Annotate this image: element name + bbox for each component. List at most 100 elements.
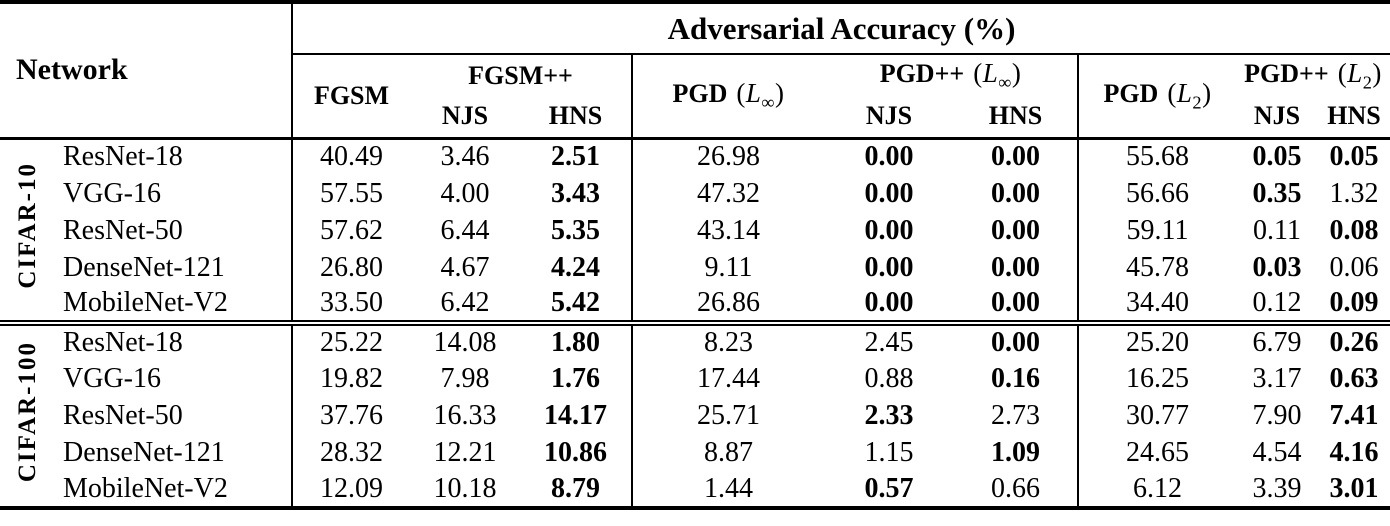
value-cell: 0.00 — [864, 251, 914, 283]
table-row: VGG-16 57.55 4.00 3.43 47.32 0.00 0.00 56.66 0.3… — [0, 175, 1390, 212]
network-cell: MobileNet-V2 — [63, 472, 228, 504]
network-column-header: Network — [16, 53, 128, 87]
value-cell: 0.00 — [864, 177, 914, 209]
value-cell: 0.05 — [1252, 141, 1302, 173]
value-cell: 47.32 — [631, 175, 825, 212]
value-cell: 0.00 — [991, 251, 1041, 283]
value-cell: 0.00 — [864, 214, 914, 246]
value-cell: 14.08 — [410, 320, 521, 360]
value-cell: 2.45 — [824, 320, 955, 360]
value-cell: 10.86 — [544, 436, 608, 468]
col-header-pgdpp-l2: PGD++ (L2) — [1236, 54, 1390, 96]
dataset-label-cell: CIFAR-10 — [0, 138, 55, 323]
value-cell: 12.21 — [433, 436, 497, 468]
col-header-pgdpp-linf: PGD++ (L∞) — [824, 54, 1078, 96]
value-cell: 10.18 — [433, 472, 497, 504]
value-cell: 1.32 — [1329, 177, 1379, 209]
title-row: Network Adversarial Accuracy (%) — [0, 2, 1390, 86]
table-row: ResNet-50 37.76 16.33 14.17 25.71 2.33 2.73 30.… — [0, 397, 1390, 434]
col-header-hns: HNS — [988, 101, 1043, 131]
value-cell: 0.00 — [864, 287, 914, 318]
value-cell: 26.98 — [631, 138, 825, 175]
column-group-row: FGSM FGSM++ PGD (L∞) PGD++ (L∞) PGD (L2) PG… — [0, 54, 1390, 138]
value-cell: 0.00 — [991, 287, 1041, 318]
value-cell: 3.01 — [1329, 472, 1379, 504]
value-cell: 19.82 — [291, 360, 411, 397]
value-cell: 40.49 — [291, 138, 411, 175]
table-row: CIFAR-100 ResNet-18 25.22 14.08 1.80 8.23 2.45… — [0, 320, 1390, 508]
table-row: MobileNet-V2 12.09 10.18 8.79 1.44 0.57 0.66 6.… — [0, 471, 1390, 508]
value-cell: 1.15 — [864, 436, 914, 468]
network-cell: DenseNet-121 — [63, 436, 225, 468]
value-cell: 0.09 — [1329, 287, 1379, 318]
table-row: DenseNet-121 28.32 12.21 10.86 8.87 1.15 1.09 2… — [0, 434, 1390, 471]
value-cell: 6.42 — [440, 287, 490, 318]
value-cell: 0.11 — [1253, 214, 1301, 246]
network-cell: VGG-16 — [63, 177, 161, 209]
table-row: CIFAR-10 ResNet-18 40.49 3.46 2.51 26.98 0.00 0… — [0, 138, 1390, 289]
col-header-fgsmpp-label: FGSM++ — [468, 60, 573, 90]
value-cell: 1.44 — [631, 471, 825, 508]
math-linf: (L∞) — [736, 78, 785, 113]
network-cell: ResNet-18 — [55, 320, 293, 360]
value-cell: 26.80 — [291, 249, 411, 286]
value-cell: 3.39 — [1252, 472, 1302, 504]
value-cell: 7.41 — [1329, 399, 1379, 431]
value-cell: 7.90 — [1252, 399, 1302, 431]
value-cell: 6.12 — [1077, 471, 1237, 508]
value-cell: 0.00 — [991, 177, 1041, 209]
value-cell: 16.33 — [433, 399, 497, 431]
value-cell: 0.12 — [1252, 287, 1302, 318]
value-cell: 0.00 — [954, 320, 1079, 360]
value-cell: 57.62 — [291, 212, 411, 249]
value-cell: 17.44 — [631, 360, 825, 397]
value-cell: 33.50 — [291, 286, 411, 323]
value-cell: 1.80 — [520, 320, 633, 360]
network-cell: VGG-16 — [63, 362, 161, 394]
value-cell: 24.65 — [1077, 434, 1237, 471]
col-header-njs: NJS — [1253, 101, 1301, 131]
value-cell: 55.68 — [1077, 138, 1237, 175]
math-linf: (L∞) — [973, 57, 1022, 93]
value-cell: 26.86 — [631, 286, 825, 323]
value-cell: 0.06 — [1329, 251, 1379, 283]
value-cell: 25.22 — [291, 320, 411, 360]
value-cell: 0.63 — [1329, 362, 1379, 394]
network-cell: DenseNet-121 — [63, 251, 225, 283]
col-header-fgsm: FGSM — [291, 54, 411, 138]
table-body: CIFAR-10 ResNet-18 40.49 3.46 2.51 26.98 0.00 0… — [0, 138, 1390, 508]
value-cell: 5.35 — [551, 214, 601, 246]
value-cell: 2.51 — [551, 141, 601, 173]
table-title: Adversarial Accuracy (%) — [291, 2, 1390, 55]
value-cell: 34.40 — [1077, 286, 1237, 323]
value-cell: 4.54 — [1252, 436, 1302, 468]
col-header-hns: HNS — [1327, 101, 1381, 131]
value-cell: 0.57 — [864, 472, 914, 504]
value-cell: 0.05 — [1329, 141, 1379, 173]
value-cell: 0.35 — [1252, 177, 1302, 209]
value-cell: 4.16 — [1329, 436, 1379, 468]
value-cell: 0.26 — [1318, 320, 1390, 360]
dataset-label-cell: CIFAR-100 — [0, 320, 55, 508]
value-cell: 28.32 — [291, 434, 411, 471]
value-cell: 0.66 — [991, 472, 1041, 504]
dataset-label: CIFAR-10 — [14, 162, 41, 290]
value-cell: 3.43 — [551, 177, 601, 209]
col-header-njs: NJS — [865, 101, 913, 131]
col-header-pgd-linf: PGD (L∞) — [631, 54, 825, 138]
table-row: VGG-16 19.82 7.98 1.76 17.44 0.88 0.16 16.25 3.1… — [0, 360, 1390, 397]
value-cell: 59.11 — [1077, 212, 1237, 249]
value-cell: 8.79 — [551, 472, 601, 504]
col-header-hns: HNS — [548, 101, 603, 131]
value-cell: 5.42 — [551, 287, 601, 318]
math-l2: (L2) — [1167, 78, 1212, 113]
col-header-pgd-l2-label: PGD — [1103, 79, 1159, 109]
value-cell: 0.08 — [1329, 214, 1379, 246]
value-cell: 1.76 — [551, 362, 601, 394]
col-header-pgd-linf-label: PGD — [672, 79, 728, 109]
value-cell: 0.16 — [991, 362, 1041, 394]
value-cell: 8.23 — [631, 320, 825, 360]
value-cell: 0.00 — [991, 214, 1041, 246]
value-cell: 0.88 — [864, 362, 914, 394]
network-cell: ResNet-50 — [63, 214, 183, 246]
